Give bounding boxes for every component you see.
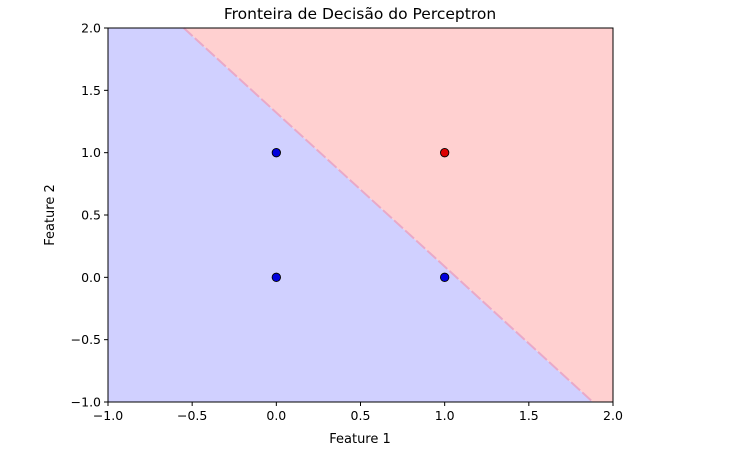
y-tick-label: 0.5 <box>81 208 101 223</box>
y-tick-label: 1.5 <box>81 83 101 98</box>
y-tick-label: 1.0 <box>81 145 101 160</box>
y-tick-label: 0.0 <box>81 270 101 285</box>
x-tick-label: 0.0 <box>266 408 286 423</box>
y-tick-label: 2.0 <box>81 21 101 36</box>
plot-area <box>107 27 614 403</box>
y-tick-label: −1.0 <box>71 395 101 410</box>
x-axis-ticks: −1.0 −0.5 0.0 0.5 1.0 1.5 2.0 <box>93 402 623 423</box>
x-tick-label: −0.5 <box>177 408 207 423</box>
decision-boundary-line <box>183 27 594 403</box>
y-tick-label: −0.5 <box>71 332 101 347</box>
x-axis-label: Feature 1 <box>329 432 391 447</box>
x-tick-label: −1.0 <box>93 408 123 423</box>
data-point-class-0 <box>440 272 450 282</box>
data-point-class-0 <box>271 272 281 282</box>
y-axis-label: Feature 2 <box>43 184 58 246</box>
x-tick-label: 0.5 <box>351 408 371 423</box>
x-tick-label: 1.0 <box>435 408 455 423</box>
data-point-class-0 <box>271 148 281 158</box>
y-axis-ticks: −1.0 −0.5 0.0 0.5 1.0 1.5 2.0 <box>71 21 108 410</box>
chart-title: Fronteira de Decisão do Perceptron <box>224 5 496 23</box>
x-tick-label: 2.0 <box>603 408 623 423</box>
scatter-points <box>271 148 450 282</box>
x-tick-label: 1.5 <box>519 408 539 423</box>
decision-region-class-1 <box>183 28 613 402</box>
decision-region-class-0 <box>108 28 593 402</box>
data-point-class-1 <box>440 148 450 158</box>
